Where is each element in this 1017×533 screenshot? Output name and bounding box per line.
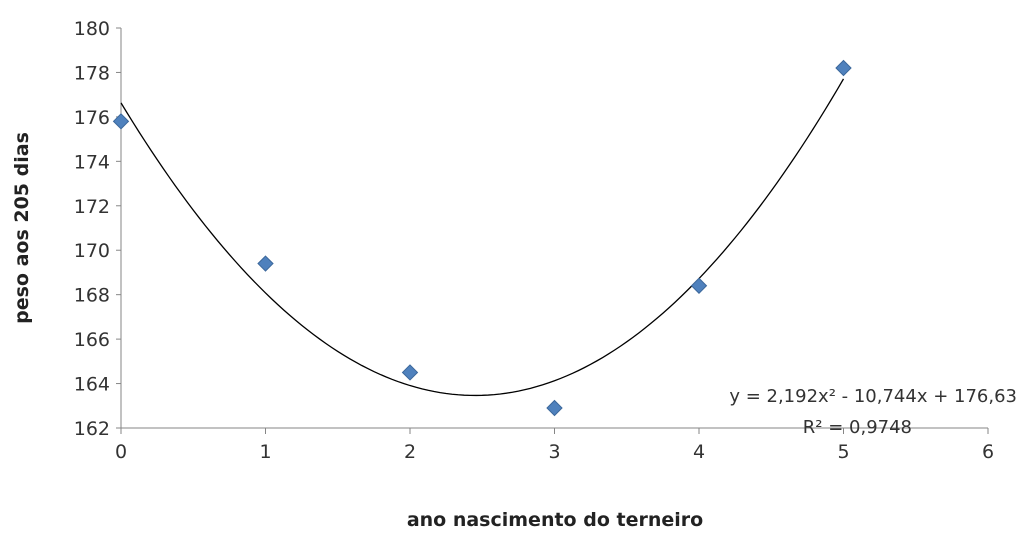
data-point [112, 113, 130, 130]
y-axis: 162 164 166 168 170 172 174 176 178 180 [74, 18, 122, 440]
x-tick-label: 3 [548, 441, 560, 463]
data-points [112, 59, 852, 417]
x-axis-label: ano nascimento do terneiro [407, 509, 703, 531]
y-tick-label: 166 [74, 329, 110, 351]
data-point [257, 255, 274, 272]
x-tick-label: 0 [115, 441, 127, 463]
trendline-r2: R² = 0,9748 [803, 417, 912, 438]
x-tick-label: 4 [693, 441, 705, 463]
y-tick-label: 178 [74, 62, 110, 84]
x-tick-label: 2 [404, 441, 416, 463]
y-tick-label: 168 [74, 285, 110, 307]
trendline-curve [120, 78, 845, 397]
data-point [835, 59, 852, 77]
x-tick-label: 6 [982, 441, 994, 463]
x-tick-label: 5 [837, 441, 849, 463]
x-tick-label: 1 [259, 441, 271, 463]
y-tick-label: 164 [74, 374, 110, 396]
y-tick-label: 170 [74, 240, 110, 262]
y-tick-label: 176 [74, 107, 110, 129]
data-point [690, 277, 708, 294]
x-axis: 0 1 2 3 4 5 6 [115, 427, 994, 463]
data-point [401, 364, 419, 381]
y-tick-label: 172 [74, 196, 110, 218]
y-tick-label: 162 [74, 418, 110, 440]
y-axis-label: peso aos 205 dias [11, 132, 33, 324]
y-tick-label: 174 [74, 151, 110, 173]
trendline-equation: y = 2,192x² - 10,744x + 176,63 [729, 386, 1017, 407]
y-tick-label: 180 [74, 18, 110, 40]
data-point [546, 399, 563, 417]
